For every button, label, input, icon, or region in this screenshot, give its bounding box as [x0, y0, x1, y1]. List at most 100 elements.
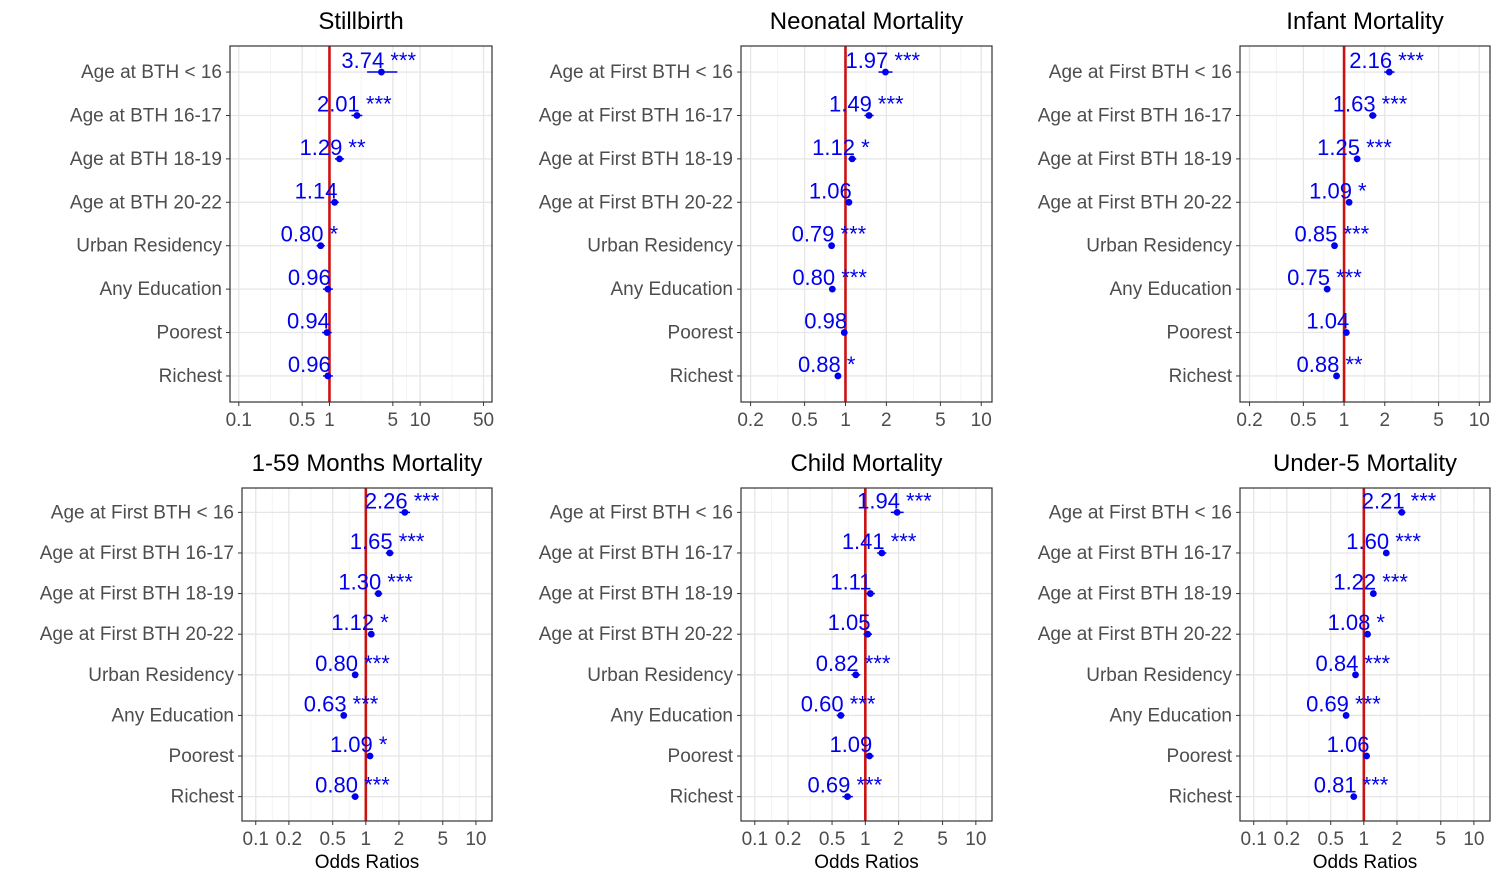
- data-label: 0.96: [288, 265, 331, 290]
- y-category-label: Age at BTH 16-17: [70, 105, 222, 126]
- data-label: 1.12 *: [812, 135, 870, 160]
- y-category-label: Age at BTH 20-22: [70, 192, 222, 213]
- panel-border: [740, 45, 993, 403]
- y-category-label: Any Education: [99, 279, 222, 300]
- x-tick-label: 0.5: [791, 410, 817, 431]
- data-label: 1.94 ***: [857, 488, 932, 513]
- odds-ratio-point: [1350, 793, 1358, 801]
- y-category-label: Any Education: [1109, 279, 1232, 300]
- x-tick-label: 5: [1435, 829, 1446, 850]
- odds-ratio-point: [1369, 112, 1377, 119]
- y-category-label: Urban Residency: [587, 665, 733, 686]
- y-category-label: Urban Residency: [1086, 665, 1232, 686]
- data-label: 0.80 *: [281, 222, 339, 247]
- data-label: 2.21 ***: [1362, 488, 1437, 513]
- x-tick-label: 5: [1433, 410, 1444, 431]
- x-tick-label: 2: [394, 829, 405, 850]
- y-category-label: Age at First BTH < 16: [550, 502, 733, 523]
- odds-ratio-point: [864, 630, 872, 638]
- panel-border: [229, 45, 493, 403]
- data-label: 1.09 *: [330, 732, 388, 757]
- panel-border: [740, 487, 993, 822]
- y-category-label: Age at First BTH 18-19: [40, 584, 234, 605]
- y-category-label: Age at First BTH 18-19: [1038, 584, 1232, 605]
- y-category-label: Poorest: [169, 746, 235, 767]
- data-label: 1.12 *: [331, 610, 389, 635]
- odds-ratio-point: [1382, 549, 1390, 557]
- panel-title: Neonatal Mortality: [770, 8, 963, 35]
- data-label: 1.49 ***: [829, 91, 904, 116]
- x-tick-label: 10: [965, 829, 986, 850]
- x-tick-label: 2: [1392, 829, 1403, 850]
- y-category-label: Richest: [670, 366, 734, 387]
- odds-ratio-point: [331, 198, 339, 206]
- x-tick-label: 0.2: [737, 410, 763, 431]
- odds-ratio-point: [1331, 242, 1338, 250]
- odds-ratio-point: [1385, 68, 1393, 76]
- panel-1: Stillbirth Age at BTH < 16 Age at BTH 16-1…: [70, 8, 494, 431]
- data-label: 1.97 ***: [845, 48, 920, 73]
- y-category-label: Urban Residency: [1086, 236, 1232, 257]
- data-label: 0.80 ***: [315, 773, 390, 798]
- x-tick-label: 10: [465, 829, 486, 850]
- data-label: 1.08 *: [1328, 610, 1386, 635]
- x-tick-label: 0.1: [226, 410, 252, 431]
- panel-border: [1239, 487, 1491, 822]
- odds-ratio-point: [1345, 198, 1353, 206]
- data-label: 0.60 ***: [801, 691, 876, 716]
- y-category-label: Age at BTH < 16: [81, 62, 222, 83]
- panel-title: Stillbirth: [318, 8, 403, 35]
- odds-ratio-point: [866, 590, 874, 597]
- data-label: 1.22 ***: [1333, 570, 1408, 595]
- y-category-label: Poorest: [668, 746, 734, 767]
- data-label: 1.04: [1306, 309, 1349, 334]
- x-tick-label: 0.5: [319, 829, 345, 850]
- data-label: 2.16 ***: [1349, 48, 1424, 73]
- x-tick-label: 0.2: [1274, 829, 1300, 850]
- y-category-label: Age at First BTH 18-19: [539, 584, 733, 605]
- data-label: 0.88 *: [798, 352, 856, 377]
- x-tick-label: 0.1: [1241, 829, 1267, 850]
- x-tick-label: 0.1: [742, 829, 768, 850]
- x-tick-label: 0.1: [243, 829, 269, 850]
- y-category-label: Richest: [171, 787, 235, 808]
- odds-ratio-point: [834, 372, 842, 380]
- odds-ratio-point: [351, 671, 359, 679]
- odds-ratio-point: [1342, 712, 1350, 719]
- y-category-label: Age at First BTH < 16: [51, 502, 234, 523]
- odds-ratio-point: [865, 112, 873, 119]
- y-category-label: Age at First BTH < 16: [1049, 502, 1232, 523]
- data-label: 1.60 ***: [1346, 529, 1421, 554]
- data-label: 0.69 ***: [808, 773, 883, 798]
- data-label: 0.94: [287, 309, 330, 334]
- x-tick-label: 10: [410, 410, 431, 431]
- y-category-label: Age at First BTH 16-17: [1038, 543, 1232, 564]
- odds-ratio-point: [1398, 508, 1406, 516]
- x-tick-label: 50: [473, 410, 494, 431]
- odds-ratio-point: [1363, 752, 1371, 760]
- x-tick-label: 2: [893, 829, 904, 850]
- panel-5: Child Mortality Age at First BTH < 16 Age …: [539, 450, 993, 873]
- y-category-label: Richest: [1169, 787, 1233, 808]
- panel-title: Infant Mortality: [1286, 8, 1443, 35]
- panel-title: Under-5 Mortality: [1273, 450, 1457, 477]
- y-category-label: Richest: [159, 366, 223, 387]
- odds-ratio-point: [1323, 285, 1331, 293]
- data-label: 1.41 ***: [842, 529, 917, 554]
- data-label: 1.09: [829, 732, 872, 757]
- panel-2: Neonatal Mortality Age at First BTH < 16 A…: [539, 8, 993, 431]
- odds-ratio-point: [351, 793, 359, 801]
- data-label: 0.82 ***: [816, 651, 891, 676]
- panel-border: [1239, 45, 1491, 403]
- odds-ratio-point: [323, 329, 331, 336]
- x-tick-label: 0.5: [1290, 410, 1316, 431]
- y-category-label: Age at First BTH < 16: [550, 62, 733, 83]
- odds-ratio-point: [401, 508, 409, 516]
- y-category-label: Age at First BTH 16-17: [1038, 105, 1232, 126]
- panel-title: 1-59 Months Mortality: [252, 450, 483, 477]
- odds-ratio-point: [828, 285, 836, 293]
- panel-border: [241, 487, 493, 822]
- data-label: 2.01 ***: [317, 91, 392, 116]
- odds-ratio-point: [866, 752, 873, 760]
